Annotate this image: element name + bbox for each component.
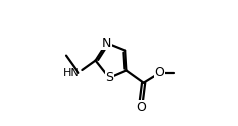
Text: N: N xyxy=(102,37,111,50)
Text: S: S xyxy=(105,71,113,84)
Text: O: O xyxy=(155,66,165,79)
Text: HN: HN xyxy=(63,68,79,78)
Text: O: O xyxy=(136,101,146,114)
